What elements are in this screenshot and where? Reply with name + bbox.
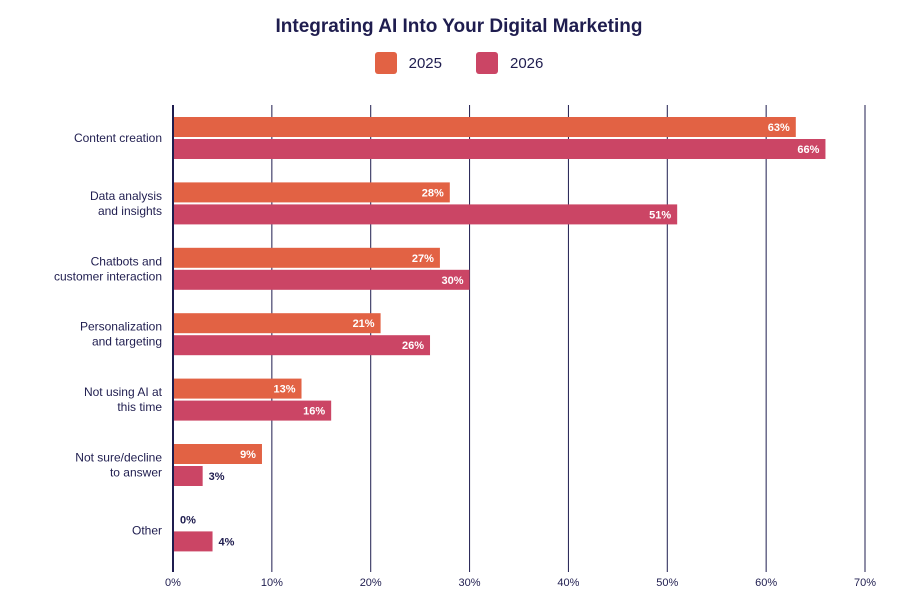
legend-item-2026[interactable]: 2026 (476, 52, 543, 74)
bar-2025-3[interactable] (174, 313, 381, 334)
category-label-line: Not using AI at (84, 385, 163, 399)
category-label-0: Content creation (74, 131, 162, 145)
category-label-line: and insights (98, 204, 162, 218)
bar-2025-2[interactable] (174, 247, 440, 268)
category-label-2: Chatbots and customer interaction (54, 254, 162, 283)
category-label-line: this time (117, 400, 162, 414)
legend-item-2025[interactable]: 2025 (374, 52, 442, 74)
data-label-2026-0: 66% (797, 144, 819, 156)
data-label-2025-3: 21% (353, 318, 375, 330)
legend: 2025 2026 (0, 52, 918, 74)
data-label-2026-1: 51% (649, 209, 671, 221)
data-label-2026-6: 4% (219, 536, 235, 548)
x-tick-label-30: 30% (459, 577, 481, 589)
data-label-2025-5: 9% (240, 449, 256, 461)
bar-2026-4[interactable] (174, 400, 332, 421)
legend-swatch-2026 (476, 52, 498, 74)
x-tick-label-0: 0% (165, 577, 181, 589)
bar-2026-5[interactable] (174, 466, 203, 486)
x-tick-label-70: 70% (854, 577, 876, 589)
x-tick-label-50: 50% (656, 577, 678, 589)
bar-2025-5[interactable] (174, 444, 262, 464)
category-label-6: Other (132, 523, 162, 537)
data-label-2025-0: 63% (768, 122, 790, 134)
data-label-2026-4: 16% (303, 406, 325, 418)
category-label-line: Data analysis (90, 189, 162, 203)
category-label-3: Personalization and targeting (80, 320, 162, 349)
bar-2026-2[interactable] (174, 269, 470, 290)
data-label-2025-4: 13% (273, 384, 295, 396)
category-label-1: Data analysis and insights (90, 189, 162, 218)
data-label-2026-3: 26% (402, 340, 424, 352)
chart-title: Integrating AI Into Your Digital Marketi… (275, 16, 643, 37)
x-tick-label-10: 10% (261, 577, 283, 589)
bar-2025-0[interactable] (174, 117, 796, 137)
x-tick-label-40: 40% (557, 577, 579, 589)
bar-2025-1[interactable] (174, 182, 450, 203)
category-label-4: Not using AI at this time (84, 385, 163, 414)
data-label-2026-5: 3% (209, 471, 225, 483)
bar-2026-6[interactable] (174, 531, 213, 552)
x-tick-label-20: 20% (360, 577, 382, 589)
data-label-2025-6: 0% (180, 514, 196, 526)
category-label-line: customer interaction (54, 269, 162, 283)
category-label-line: and targeting (92, 335, 162, 349)
data-label-2025-2: 27% (412, 253, 434, 265)
x-tick-label-60: 60% (755, 577, 777, 589)
legend-label-2025: 2025 (408, 54, 442, 72)
category-label-line: Personalization (80, 320, 162, 334)
category-label-line: Not sure/decline (75, 451, 162, 465)
legend-label-2026: 2026 (510, 54, 544, 72)
category-label-line: to answer (110, 466, 162, 480)
bar-2026-3[interactable] (174, 335, 431, 356)
bar-2026-1[interactable] (174, 204, 678, 225)
legend-swatch-2025 (374, 52, 397, 74)
data-label-2025-1: 28% (422, 187, 444, 199)
category-label-line: Other (132, 523, 162, 537)
bar-2025-4[interactable] (174, 378, 302, 399)
category-label-line: Chatbots and (91, 254, 162, 268)
bar-2026-0[interactable] (174, 139, 826, 159)
category-label-line: Content creation (74, 131, 162, 145)
category-label-5: Not sure/decline to answer (75, 451, 162, 480)
data-label-2026-2: 30% (442, 275, 464, 287)
